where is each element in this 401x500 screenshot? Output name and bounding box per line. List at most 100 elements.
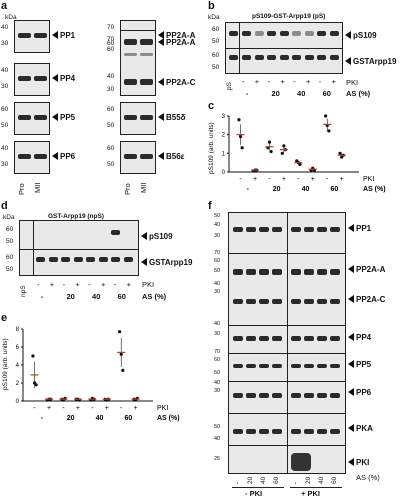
panel-c-point-4-2 xyxy=(298,162,302,167)
panel-e-pki-sign-0: - xyxy=(33,405,36,412)
panel-c-pki-sign-2: - xyxy=(268,176,271,183)
panel-f-as-label: AS (%) xyxy=(356,473,380,482)
panel-f-label-4: PP5 xyxy=(356,360,372,369)
panel-a-mw-2-b: 50 xyxy=(1,122,9,129)
panel-b-letter: b xyxy=(208,0,215,12)
panel-a-band-pro-7 xyxy=(124,154,137,159)
panel-f-band-pp2a-c-5 xyxy=(304,299,314,304)
panel-f-band-pp5-5 xyxy=(304,364,314,368)
panel-f-mw-6: 40 xyxy=(214,281,221,287)
panel-f-band-pp2a-c-2 xyxy=(259,299,269,304)
panel-d-arrow-2 xyxy=(141,258,147,266)
panel-b-pki-sign-0: - xyxy=(242,77,245,86)
panel-a-mw-4-b: 60 xyxy=(107,46,115,53)
panel-b-band-arpp19-1 xyxy=(254,55,264,60)
panel-f-band-pp6-2 xyxy=(259,393,269,398)
panel-f-band-pp2a-a-6 xyxy=(317,269,327,275)
panel-f-band-pp1-7 xyxy=(330,227,340,232)
panel-f-band-pp4-3 xyxy=(272,336,282,341)
panel-a-band-mii-0 xyxy=(34,33,47,38)
panel-f-band-pp5-4 xyxy=(291,364,301,368)
panel-d-band-arpp19-7 xyxy=(123,257,133,262)
panel-c-point-7-0 xyxy=(338,151,342,155)
panel-f-band-pp2a-a-5 xyxy=(304,269,314,275)
panel-d-label-ps109: pS109 xyxy=(149,232,173,241)
panel-a-arrow-6 xyxy=(158,113,164,121)
panel-f-mw-2: 30 xyxy=(214,233,221,239)
panel-d-unit: kDa xyxy=(3,214,15,221)
panel-a-blot-1 xyxy=(14,63,50,96)
panel-f-band-pki xyxy=(291,453,311,471)
panel-f-lane-1: 20 xyxy=(247,476,254,484)
panel-b-band-ps109-0 xyxy=(242,31,251,36)
panel-b-pki-sign-2: - xyxy=(267,77,271,86)
panel-b-arrow-1 xyxy=(345,31,351,39)
panel-a-mw-4-a: 70 xyxy=(107,36,115,43)
panel-f-mw-9: 30 xyxy=(214,331,221,337)
panel-f-lane-5: 20 xyxy=(305,476,312,484)
panel-a-blot-7 xyxy=(120,141,156,174)
panel-b-pki-label: PKI xyxy=(346,78,359,87)
panel-f-mw-0: 50 xyxy=(214,213,221,219)
panel-e-as-1: 20 xyxy=(67,415,75,422)
panel-f-label-5: PP6 xyxy=(356,388,372,397)
panel-a-label-4: PP2A-A xyxy=(166,31,196,40)
panel-f-arrow-7 xyxy=(348,458,354,466)
panel-c-as-0: - xyxy=(247,186,250,193)
panel-f-separator-5 xyxy=(229,445,345,446)
panel-f-mw-3: 70 xyxy=(214,250,221,256)
panel-b-mw-2: 50 xyxy=(212,38,220,45)
panel-e-as-label: AS (%) xyxy=(157,415,180,422)
panel-f-mw-16: 40 xyxy=(214,436,221,442)
panel-b-as-1: 20 xyxy=(271,89,280,98)
panel-a-arrow-1 xyxy=(52,74,58,82)
panel-d-as-0: - xyxy=(40,292,44,301)
panel-b-pki-sign-5: + xyxy=(306,77,311,86)
panel-f-mw-1: 40 xyxy=(214,222,221,228)
panel-b-band-arpp19-7 xyxy=(329,55,339,60)
panel-f-band-pp4-0 xyxy=(233,336,243,341)
panel-a-mw-5-b: 30 xyxy=(107,86,115,93)
panel-f-band-pp5-2 xyxy=(259,364,269,368)
panel-c-point-6-0 xyxy=(324,114,328,118)
panel-d-pki-label: PKI xyxy=(142,280,155,289)
panel-a-band-pro-3 xyxy=(18,154,31,159)
panel-e-pki-sign-4: - xyxy=(91,405,94,412)
panel-a-label-5: PP2A-C xyxy=(166,78,196,87)
panel-a-mw-0-b: 30 xyxy=(1,40,9,47)
panel-b-pki-sign-7: + xyxy=(331,77,336,86)
panel-b-band-ps109-4 xyxy=(292,31,301,36)
panel-e-pki-sign-2: - xyxy=(62,405,65,412)
panel-f-band-pp2a-a-2 xyxy=(259,269,269,275)
panel-b-as-3: 60 xyxy=(322,89,331,98)
panel-c-pki-sign-6: - xyxy=(326,176,329,183)
panel-f-separator-0 xyxy=(229,253,345,254)
panel-f-band-pp2a-c-3 xyxy=(272,299,282,304)
panel-f-mw-13: 40 xyxy=(214,380,221,386)
panel-a-label-0: PP1 xyxy=(60,31,76,40)
panel-e-pki-sign-6: - xyxy=(120,405,123,412)
panel-f-band-pp6-5 xyxy=(304,393,314,398)
panel-b-band-ps109-1 xyxy=(254,31,264,36)
panel-f-band-pp1-0 xyxy=(233,227,243,232)
panel-e-pki-sign-3: + xyxy=(76,405,80,412)
panel-f-arrow-6 xyxy=(348,424,354,432)
panel-c-as-1: 20 xyxy=(273,186,281,193)
panel-f-band-pp4-6 xyxy=(317,336,327,341)
panel-d-as-1: 20 xyxy=(66,292,75,301)
panel-d-arrow-1 xyxy=(141,232,147,240)
panel-f-band-pp6-7 xyxy=(330,393,340,398)
panel-e-pki-sign-5: + xyxy=(105,405,109,412)
panel-f-band-pp4-4 xyxy=(291,336,301,341)
panel-f-band-pp4-1 xyxy=(246,336,256,341)
panel-d-label-arpp19: GSTArpp19 xyxy=(149,258,193,267)
panel-a-mw-2-a: 60 xyxy=(1,106,9,113)
panel-b-band-arpp19-0 xyxy=(242,55,251,60)
panel-e-pki-label: PKI xyxy=(157,405,168,412)
panel-d-mw-2: 50 xyxy=(6,238,14,245)
panel-f-separator-2 xyxy=(229,353,345,354)
panel-a-unit: kDa xyxy=(5,14,17,21)
panel-a-mw-1-b: 30 xyxy=(1,83,9,90)
panel-f-band-pp2a-a-1 xyxy=(246,269,256,275)
panel-f-band-pp4-5 xyxy=(304,336,314,341)
